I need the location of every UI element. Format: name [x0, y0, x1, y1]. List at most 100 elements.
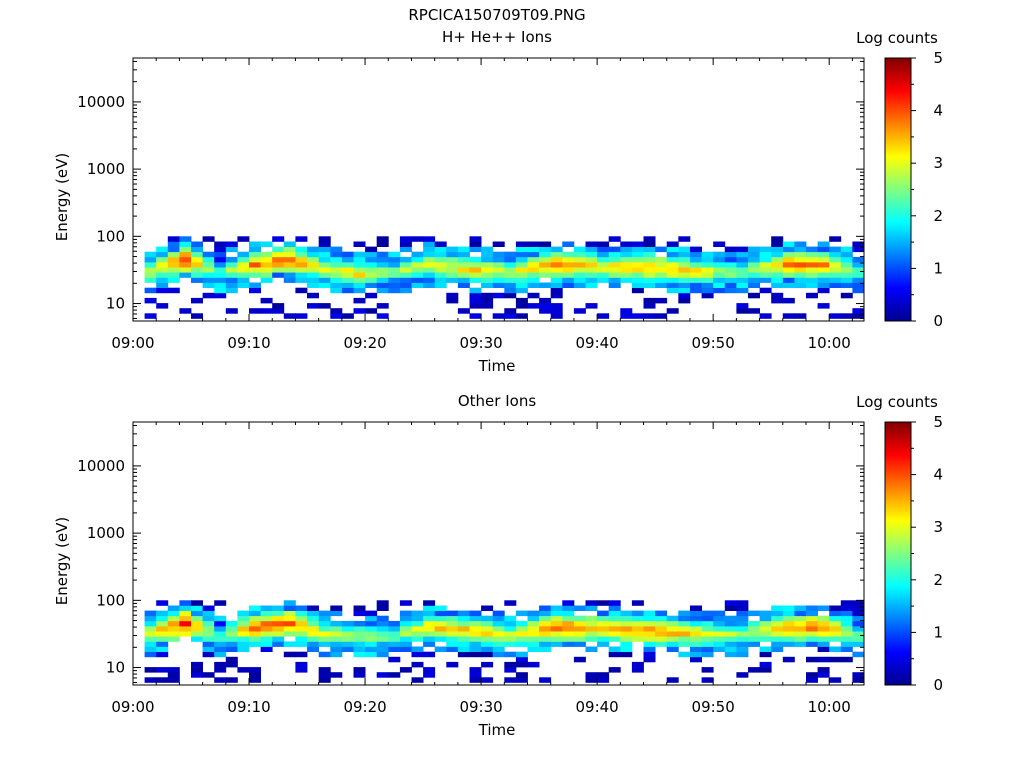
x-tick-label: 09:10: [227, 334, 270, 352]
spectrogram-cell: [399, 600, 412, 606]
spectrogram-cell: [330, 251, 343, 258]
spectrogram-cell: [283, 610, 296, 617]
spectrogram-cell: [434, 246, 447, 253]
spectrogram-cell: [539, 303, 552, 309]
spectrogram-cell: [620, 631, 633, 637]
spectrogram-cell: [318, 241, 331, 247]
spectrogram-cell: [353, 667, 366, 673]
spectrogram-cell: [817, 636, 830, 642]
spectrogram-cell: [214, 272, 227, 278]
spectrogram-cell: [399, 256, 412, 263]
panel-h-he-ions: H+ He++ Ions 09:00 09:10 09:20 09:30 09:40 09…: [53, 28, 943, 375]
spectrogram-cell: [806, 251, 818, 258]
spectrogram-cell: [527, 303, 540, 309]
spectrogram-cell: [214, 651, 227, 658]
spectrogram-cell: [423, 277, 436, 283]
spectrogram-cell: [550, 631, 563, 637]
spectrogram-cell: [469, 256, 482, 263]
spectrogram-cell: [353, 287, 366, 294]
spectrogram-cell: [202, 262, 215, 268]
colorbar-tick-label: 4: [933, 102, 943, 120]
spectrogram-cell: [411, 636, 424, 642]
spectrogram-cell: [365, 256, 378, 263]
spectrogram-cell: [643, 303, 656, 309]
spectrogram-cell: [457, 620, 470, 627]
spectrogram-cell: [631, 313, 644, 319]
spectrogram-cell: [283, 641, 296, 647]
spectrogram-cell: [597, 677, 610, 683]
spectrogram-cell: [713, 251, 726, 258]
spectrogram-cell: [782, 277, 795, 283]
spectrogram-cell: [515, 661, 528, 668]
spectrogram-cell: [782, 620, 795, 627]
spectrogram-cell: [330, 267, 343, 273]
spectrogram-cell: [318, 267, 331, 273]
spectrogram-cell: [585, 267, 598, 273]
spectrogram-cell: [759, 620, 772, 627]
spectrogram-cell: [806, 656, 818, 663]
spectrogram-cell: [713, 282, 726, 288]
spectrogram-cell: [736, 626, 749, 632]
spectrogram-cell: [469, 646, 482, 652]
spectrogram-cell: [631, 282, 644, 288]
spectrogram-cell: [260, 308, 273, 314]
spectrogram-cell: [144, 267, 157, 273]
spectrogram-cell: [759, 646, 772, 652]
spectrogram-cell: [295, 287, 308, 294]
spectrogram-cell: [573, 620, 586, 627]
spectrogram-cell: [411, 277, 424, 283]
spectrogram-cell: [481, 620, 494, 627]
spectrogram-cell: [504, 267, 517, 273]
spectrogram-cell: [353, 297, 366, 304]
spectrogram-cell: [643, 236, 656, 242]
spectrogram-cell: [260, 626, 273, 632]
spectrogram-cell: [806, 277, 818, 283]
spectrogram-cell: [562, 251, 575, 258]
spectrogram-cell: [376, 236, 389, 242]
spectrogram-cell: [585, 600, 598, 606]
spectrogram-cell: [214, 646, 227, 652]
spectrogram-cell: [724, 626, 737, 632]
spectrogram-cell: [481, 646, 494, 652]
spectrogram-cell: [318, 246, 331, 253]
spectrogram-cell: [678, 620, 691, 627]
spectrogram-cell: [376, 256, 389, 263]
spectrogram-cell: [191, 600, 203, 606]
spectrogram-cell: [736, 672, 749, 678]
spectrogram-cell: [643, 313, 656, 319]
spectrogram-cell: [399, 262, 412, 268]
spectrogram-cell: [678, 610, 691, 617]
spectrogram-cell: [179, 631, 192, 637]
x-tick-label: 09:40: [576, 698, 619, 716]
spectrogram-cell: [167, 636, 180, 642]
spectrogram-cell: [446, 636, 459, 642]
spectrogram-cell: [597, 313, 610, 319]
spectrogram-cell: [388, 656, 401, 663]
spectrogram-cell: [550, 256, 563, 263]
spectrogram-cell: [353, 262, 366, 268]
spectrogram-cell: [469, 677, 482, 683]
spectrogram-cell: [829, 626, 842, 632]
spectrogram-cell: [585, 631, 598, 637]
spectrogram-cell: [608, 251, 621, 258]
spectrogram-cell: [283, 262, 296, 268]
spectrogram-cell: [782, 251, 795, 258]
spectrogram-cell: [318, 615, 331, 622]
spectrogram-cell: [283, 241, 296, 247]
spectrogram-cell: [701, 667, 714, 673]
spectrogram-cell: [643, 256, 656, 263]
spectrogram-cell: [539, 615, 552, 622]
panel-other-ions: Other Ions 09:00 09:10 09:20 09:30 09:40 09:5…: [53, 392, 943, 739]
spectrogram-cell: [457, 251, 470, 258]
spectrogram-cell: [748, 246, 760, 253]
spectrogram-cell: [330, 282, 343, 288]
spectrogram-cell: [794, 246, 807, 253]
spectrogram-cell: [376, 672, 389, 678]
spectrogram-cell: [295, 262, 308, 268]
spectrogram-cell: [365, 246, 378, 253]
spectrogram-cell: [852, 246, 865, 253]
spectrogram-cell: [573, 308, 586, 314]
spectrogram-cell: [365, 272, 378, 278]
spectrogram-cell: [156, 600, 169, 606]
spectrogram-cell: [307, 251, 319, 258]
